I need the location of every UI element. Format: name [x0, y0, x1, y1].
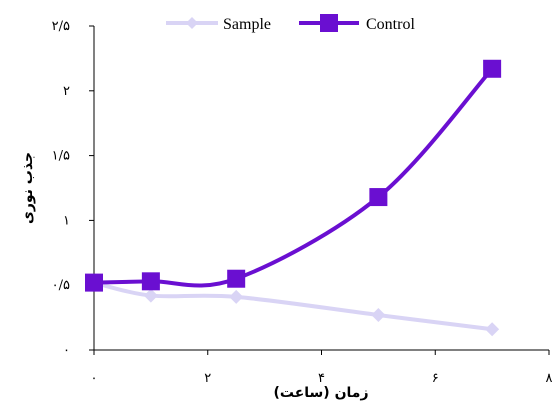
- data-point: [85, 273, 103, 292]
- y-ticks: ۰ ۰/۵ ۱ ۱/۵ ۲ ۲/۵: [52, 19, 94, 358]
- x-axis-title: زمان (ساعت): [273, 385, 368, 401]
- data-point: [483, 59, 502, 78]
- legend-label: Sample: [223, 16, 271, 33]
- series-layer: [85, 59, 502, 337]
- legend-marker: [320, 14, 338, 32]
- series-line: [92, 280, 495, 332]
- y-tick-label: ۲/۵: [52, 19, 70, 34]
- axes: [93, 26, 549, 351]
- y-tick-label: ۰/۵: [52, 278, 70, 293]
- legend: Sample Control: [166, 14, 415, 33]
- legend-item: Sample: [166, 16, 271, 33]
- x-tick-label: ۶: [432, 371, 439, 386]
- x-ticks: ۰ ۲ ۴ ۶ ۸: [91, 350, 552, 386]
- data-point: [227, 269, 246, 288]
- legend-item: Control: [299, 14, 415, 33]
- y-tick-label: ۲: [63, 84, 70, 99]
- data-point: [141, 272, 160, 291]
- series-sample: [87, 275, 500, 337]
- y-tick-label: ۰: [63, 343, 70, 358]
- x-tick-label: ۴: [318, 371, 325, 386]
- x-tick-label: ۰: [91, 371, 98, 386]
- x-tick-label: ۲: [204, 371, 211, 386]
- legend-marker: [186, 17, 198, 29]
- x-tick-label: ۸: [546, 371, 552, 386]
- y-tick-label: ۱/۵: [52, 149, 70, 164]
- data-point: [229, 289, 244, 304]
- legend-label: Control: [366, 16, 415, 33]
- data-point: [371, 308, 386, 323]
- data-point: [485, 322, 500, 337]
- data-point: [369, 188, 388, 207]
- data-point: [143, 288, 158, 303]
- y-tick-label: ۱: [63, 213, 70, 228]
- y-axis-title: جذب نوری: [20, 152, 36, 224]
- series-control: [85, 59, 502, 292]
- series-line: [92, 66, 495, 288]
